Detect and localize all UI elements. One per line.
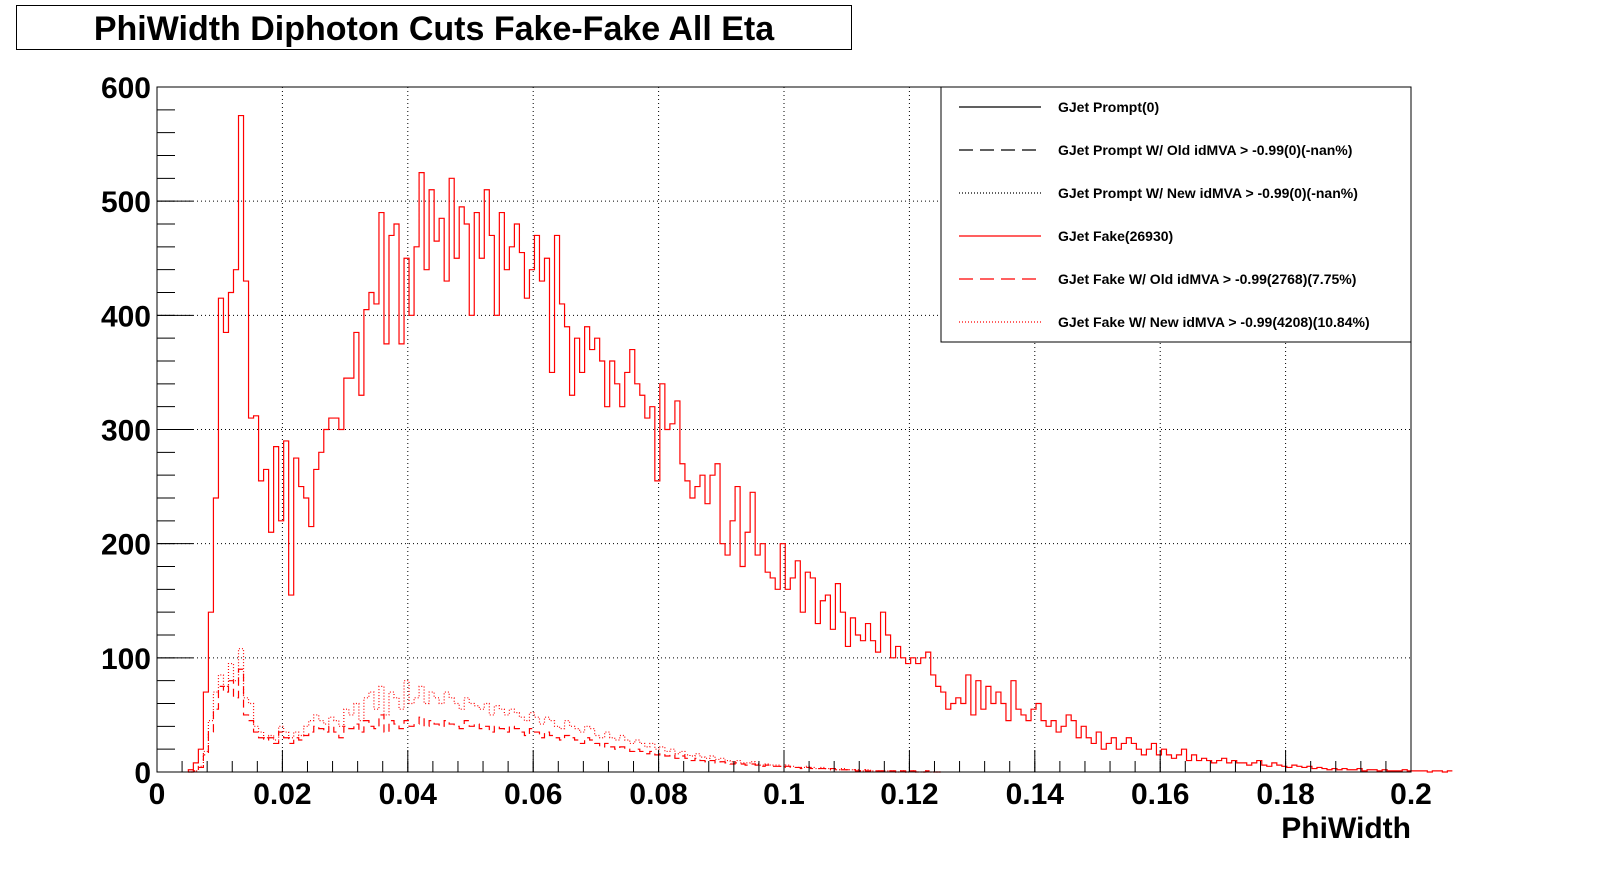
tick-layer xyxy=(156,86,1412,773)
legend-entry: GJet Fake(26930) xyxy=(959,228,1173,244)
legend-entry: GJet Fake W/ Old idMVA > -0.99(2768)(7.7… xyxy=(959,271,1356,287)
x-tick-label: 0.16 xyxy=(1131,778,1189,811)
series-line xyxy=(188,648,941,773)
y-tick-label: 200 xyxy=(101,529,151,562)
legend-label: GJet Fake W/ Old idMVA > -0.99(2768)(7.7… xyxy=(1058,271,1356,287)
series-line xyxy=(187,114,1453,773)
x-tick-label: 0.1 xyxy=(763,778,805,811)
x-tick-label: 0.04 xyxy=(379,778,438,811)
y-tick-label: 300 xyxy=(101,415,151,448)
legend: GJet Prompt(0) GJet Prompt W/ Old idMVA >… xyxy=(940,86,1412,343)
x-tick-label: 0.14 xyxy=(1006,778,1065,811)
legend-label: GJet Prompt W/ Old idMVA > -0.99(0)(-nan… xyxy=(1058,142,1352,158)
title-box: PhiWidth Diphoton Cuts Fake-Fake All Eta xyxy=(16,5,852,50)
legend-entries: GJet Prompt(0) GJet Prompt W/ Old idMVA >… xyxy=(959,99,1370,330)
x-tick-label: 0.18 xyxy=(1256,778,1314,811)
y-tick-label: 0 xyxy=(134,757,151,790)
legend-entry: GJet Prompt(0) xyxy=(959,99,1159,115)
x-tick-label: 0.08 xyxy=(629,778,687,811)
legend-label: GJet Prompt W/ New idMVA > -0.99(0)(-nan… xyxy=(1058,185,1358,201)
x-tick-label: 0.02 xyxy=(253,778,311,811)
legend-entry: GJet Fake W/ New idMVA > -0.99(4208)(10.… xyxy=(959,314,1370,330)
x-tick-label: 0 xyxy=(149,778,166,811)
legend-entry: GJet Prompt W/ New idMVA > -0.99(0)(-nan… xyxy=(959,185,1358,201)
y-tick-label: 400 xyxy=(101,300,151,333)
series-line xyxy=(188,668,941,773)
chart-title: PhiWidth Diphoton Cuts Fake-Fake All Eta xyxy=(93,10,775,48)
x-tick-label: 0.06 xyxy=(504,778,562,811)
legend-label: GJet Prompt(0) xyxy=(1058,99,1159,115)
legend-label: GJet Fake W/ New idMVA > -0.99(4208)(10.… xyxy=(1058,314,1370,330)
legend-entry: GJet Prompt W/ Old idMVA > -0.99(0)(-nan… xyxy=(959,142,1352,158)
series-layer xyxy=(187,114,1453,773)
x-tick-labels: 0 0.02 0.04 0.06 0.08 0.1 0.12 0.14 0.16 0.18 0.2 xyxy=(149,778,1432,811)
y-tick-label: 100 xyxy=(101,643,151,676)
legend-box xyxy=(940,86,1412,343)
y-tick-label: 600 xyxy=(101,72,151,105)
legend-label: GJet Fake(26930) xyxy=(1058,228,1173,244)
x-tick-label: 0.2 xyxy=(1390,778,1432,811)
y-tick-label: 500 xyxy=(101,186,151,219)
x-tick-label: 0.12 xyxy=(880,778,938,811)
y-tick-labels: 0 100 200 300 400 500 600 xyxy=(101,72,151,790)
x-axis-title: PhiWidth xyxy=(1281,812,1411,845)
